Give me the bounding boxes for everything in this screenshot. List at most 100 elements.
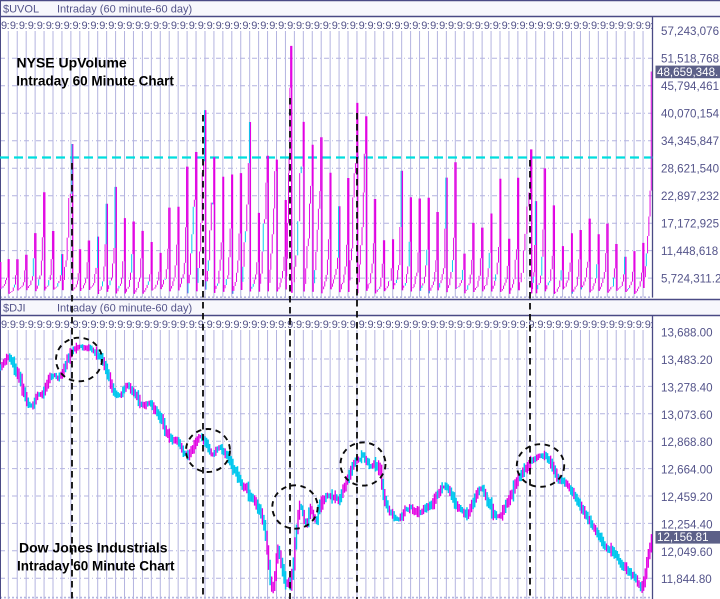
svg-text:9:: 9: (350, 20, 359, 32)
svg-text:9:: 9: (529, 319, 538, 331)
svg-text:$DJI: $DJI (3, 303, 26, 315)
svg-text:9:: 9: (46, 20, 55, 32)
svg-text:9:: 9: (207, 319, 216, 331)
svg-text:9:: 9: (225, 319, 234, 331)
svg-text:13,483.20: 13,483.20 (661, 354, 713, 367)
svg-text:12,664.00: 12,664.00 (661, 464, 713, 477)
svg-text:9:: 9: (117, 319, 126, 331)
svg-text:9:: 9: (385, 20, 394, 32)
svg-text:9:: 9: (627, 20, 636, 32)
svg-text:9:: 9: (82, 20, 91, 32)
svg-text:9:: 9: (323, 319, 332, 331)
svg-text:9:: 9: (287, 319, 296, 331)
svg-text:9:: 9: (600, 319, 609, 331)
svg-text:9:: 9: (448, 319, 457, 331)
svg-text:9:: 9: (242, 20, 251, 32)
svg-text:22,897,232: 22,897,232 (661, 190, 719, 203)
svg-text:9:: 9: (216, 20, 225, 32)
svg-text:9:: 9: (555, 20, 564, 32)
svg-text:Intraday (60 minute-60 day): Intraday (60 minute-60 day) (57, 4, 192, 16)
svg-text:9:: 9: (439, 319, 448, 331)
svg-text:9:: 9: (73, 319, 82, 331)
svg-text:9:: 9: (341, 319, 350, 331)
svg-text:5,724,311.2: 5,724,311.2 (661, 273, 720, 286)
svg-text:9:: 9: (10, 319, 19, 331)
svg-text:48,659,348.: 48,659,348. (657, 66, 718, 79)
svg-text:9:: 9: (1, 20, 10, 32)
svg-text:9:: 9: (332, 319, 341, 331)
svg-text:9:: 9: (278, 20, 287, 32)
svg-text:9:: 9: (323, 20, 332, 32)
svg-text:9:: 9: (305, 319, 314, 331)
svg-text:9:: 9: (251, 20, 260, 32)
svg-text:9:: 9: (153, 319, 162, 331)
svg-text:28,621,540: 28,621,540 (661, 163, 719, 176)
svg-text:9:: 9: (359, 319, 368, 331)
svg-text:12,868.80: 12,868.80 (661, 436, 713, 449)
svg-text:9:: 9: (341, 20, 350, 32)
svg-text:13,688.00: 13,688.00 (661, 327, 713, 340)
svg-text:9:: 9: (90, 319, 99, 331)
svg-text:17,172,925: 17,172,925 (661, 218, 719, 231)
svg-text:9:: 9: (618, 20, 627, 32)
svg-text:9:: 9: (385, 319, 394, 331)
svg-text:9:: 9: (82, 319, 91, 331)
svg-text:9:: 9: (296, 20, 305, 32)
svg-text:9:: 9: (466, 319, 475, 331)
svg-text:9:: 9: (144, 20, 153, 32)
svg-text:9:: 9: (242, 319, 251, 331)
svg-text:57,243,076: 57,243,076 (661, 25, 719, 38)
svg-text:9:: 9: (403, 319, 412, 331)
svg-text:9:: 9: (537, 319, 546, 331)
svg-text:9:: 9: (537, 20, 546, 32)
svg-text:NYSE UpVolume: NYSE UpVolume (17, 54, 127, 70)
svg-text:9:: 9: (314, 319, 323, 331)
svg-text:12,156.81: 12,156.81 (657, 531, 709, 544)
svg-text:11,448,618: 11,448,618 (661, 245, 718, 258)
svg-text:9:: 9: (225, 20, 234, 32)
svg-text:40,070,154: 40,070,154 (661, 108, 720, 121)
svg-text:12,049.60: 12,049.60 (661, 546, 713, 559)
svg-text:9:: 9: (251, 319, 260, 331)
svg-text:9:: 9: (421, 20, 430, 32)
svg-text:9:: 9: (162, 319, 171, 331)
svg-text:9:: 9: (37, 319, 46, 331)
svg-text:9:: 9: (502, 20, 511, 32)
svg-text:9:: 9: (412, 20, 421, 32)
svg-text:9:: 9: (582, 20, 591, 32)
svg-text:9:: 9: (126, 20, 135, 32)
svg-text:9:: 9: (55, 319, 64, 331)
svg-text:9:: 9: (153, 20, 162, 32)
svg-text:9:: 9: (171, 319, 180, 331)
svg-text:9:: 9: (162, 20, 171, 32)
svg-text:9:: 9: (216, 319, 225, 331)
svg-text:9:: 9: (591, 20, 600, 32)
svg-text:9:: 9: (144, 319, 153, 331)
svg-text:9:: 9: (564, 20, 573, 32)
svg-text:9:: 9: (28, 20, 37, 32)
svg-text:9:: 9: (37, 20, 46, 32)
svg-text:9:: 9: (511, 20, 520, 32)
svg-text:9:: 9: (233, 20, 242, 32)
svg-text:9:: 9: (511, 319, 520, 331)
svg-text:12,254.40: 12,254.40 (661, 518, 713, 531)
svg-text:9:: 9: (484, 20, 493, 32)
svg-text:9:: 9: (269, 20, 278, 32)
svg-text:9:: 9: (368, 319, 377, 331)
svg-text:9:: 9: (636, 319, 645, 331)
svg-text:9:: 9: (475, 20, 484, 32)
svg-text:9:: 9: (64, 20, 73, 32)
svg-text:9:: 9: (135, 20, 144, 32)
svg-text:9:: 9: (645, 20, 654, 32)
svg-text:51,518,768: 51,518,768 (661, 53, 719, 66)
svg-text:9:: 9: (627, 319, 636, 331)
svg-text:Intraday 60 Minute Chart: Intraday 60 Minute Chart (17, 559, 175, 574)
svg-text:9:: 9: (198, 20, 207, 32)
svg-text:$UVOL: $UVOL (3, 4, 39, 16)
svg-text:9:: 9: (135, 319, 144, 331)
svg-text:9:: 9: (520, 20, 529, 32)
svg-text:9:: 9: (233, 319, 242, 331)
svg-text:9:: 9: (421, 319, 430, 331)
svg-text:9:: 9: (28, 319, 37, 331)
svg-text:9:: 9: (394, 319, 403, 331)
